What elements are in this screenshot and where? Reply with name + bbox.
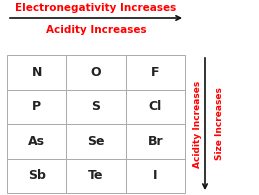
- Text: O: O: [91, 66, 101, 79]
- Bar: [7, 90, 66, 124]
- Text: Te: Te: [88, 169, 104, 182]
- Bar: [7, 159, 66, 193]
- Bar: [66, 124, 126, 159]
- Text: I: I: [153, 169, 157, 182]
- Bar: [66, 55, 126, 90]
- Text: Electronegativity Increases: Electronegativity Increases: [15, 3, 177, 13]
- Bar: [66, 90, 126, 124]
- Text: Cl: Cl: [149, 100, 162, 113]
- Text: Br: Br: [148, 135, 163, 148]
- Bar: [126, 124, 185, 159]
- Text: As: As: [28, 135, 45, 148]
- Text: S: S: [91, 100, 100, 113]
- Text: Size Increases: Size Increases: [215, 88, 225, 160]
- Text: Acidity Increases: Acidity Increases: [46, 25, 146, 35]
- Bar: [7, 124, 66, 159]
- Text: Acidity Increases: Acidity Increases: [193, 80, 203, 168]
- Text: P: P: [32, 100, 41, 113]
- Bar: [126, 159, 185, 193]
- Bar: [126, 90, 185, 124]
- Text: Se: Se: [87, 135, 105, 148]
- Text: N: N: [32, 66, 42, 79]
- Bar: [7, 55, 66, 90]
- Bar: [126, 55, 185, 90]
- Text: Sb: Sb: [28, 169, 46, 182]
- Text: F: F: [151, 66, 160, 79]
- Bar: [66, 159, 126, 193]
